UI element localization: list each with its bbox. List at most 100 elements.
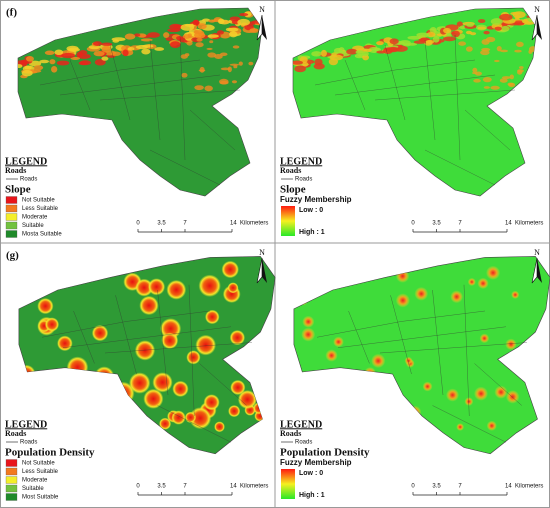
slope-patch — [363, 48, 372, 53]
density-hotspot — [254, 386, 269, 401]
slope-patch — [516, 41, 524, 47]
density-hotspot — [49, 404, 71, 427]
legend-layer: Population Density — [5, 447, 95, 459]
scale-label: 14 — [230, 221, 237, 227]
density-hotspot — [477, 277, 489, 289]
legend-swatch — [5, 230, 18, 238]
density-hotspot — [198, 274, 221, 297]
slope-patch — [229, 63, 240, 66]
slope-patch — [500, 25, 510, 32]
slope-patch — [122, 49, 129, 57]
slope-patch — [389, 38, 399, 45]
scale-label: 3.5 — [157, 484, 166, 490]
slope-patch — [77, 53, 91, 59]
density-hotspot — [486, 420, 497, 431]
density-hotspot — [445, 388, 460, 402]
slope-patch — [459, 25, 466, 30]
slope-patch — [477, 19, 486, 24]
slope-patch — [499, 78, 508, 83]
legend-sublayer: Fuzzy Membership — [280, 195, 352, 204]
density-hotspot — [189, 407, 212, 430]
density-hotspot — [214, 421, 225, 433]
north-arrow — [531, 257, 538, 284]
density-hotspot — [414, 286, 429, 301]
overlay — [18, 9, 262, 92]
slope-patch — [526, 14, 537, 19]
slope-patch — [229, 31, 238, 38]
scale-unit: Kilometers — [515, 221, 543, 227]
north-arrow — [537, 258, 542, 283]
roads — [41, 284, 253, 443]
slope-patch — [237, 18, 250, 26]
legend-heading: Roads — [5, 166, 26, 175]
density-hotspot — [516, 355, 532, 370]
legend-item: Most Suitable — [22, 495, 59, 501]
slope-patch — [167, 28, 181, 33]
density-hotspot — [147, 278, 166, 296]
slope-patch — [180, 54, 188, 59]
density-hotspot — [404, 356, 413, 365]
slope-patch — [206, 47, 213, 50]
density-hotspot — [240, 352, 252, 364]
slope-patch — [376, 50, 386, 54]
map — [18, 255, 276, 455]
legend-item: Less Suitable — [22, 469, 59, 475]
scale-label: 3.5 — [432, 484, 441, 490]
legend-heading: Roads — [280, 166, 301, 175]
slope-patch — [112, 39, 120, 43]
density-hotspot — [172, 380, 189, 397]
slope-patch — [147, 32, 160, 38]
slope-patch — [24, 65, 32, 70]
slope-patch — [483, 30, 490, 35]
density-hotspot — [511, 290, 520, 299]
legend-layer: Slope — [280, 184, 306, 196]
scale-label: 14 — [230, 484, 237, 490]
slope-patch — [508, 82, 516, 88]
density-hotspot — [333, 336, 344, 348]
density-hotspot — [54, 403, 70, 419]
slope-patch — [333, 47, 343, 54]
density-hotspot — [237, 390, 257, 410]
slope-patch — [376, 41, 384, 46]
slope-patch — [494, 26, 502, 31]
slope-patch — [18, 64, 23, 69]
density-hotspot — [456, 423, 465, 431]
slope-patch — [124, 33, 136, 40]
scale-label: 7 — [183, 221, 187, 227]
legend-low: Low : 0 — [299, 470, 323, 477]
slope-patch — [465, 30, 473, 35]
slope-patch — [196, 38, 203, 42]
slope-patch — [101, 56, 109, 61]
density-hotspot — [298, 371, 310, 383]
scale-unit: Kilometers — [515, 484, 543, 490]
slope-patch — [44, 50, 55, 56]
density-hotspot — [94, 366, 115, 387]
slope-patch — [101, 45, 112, 53]
slope-patch — [227, 66, 232, 73]
density-hotspot — [22, 292, 34, 304]
slope-patch — [94, 59, 106, 66]
slope-patch — [181, 72, 188, 78]
slope-patch — [101, 42, 113, 47]
slope-patch — [466, 23, 474, 27]
slope-patch — [192, 20, 200, 26]
slope-patch — [500, 49, 508, 53]
slope-patch — [413, 40, 427, 44]
scale-label: 14 — [505, 221, 512, 227]
density-hotspot — [166, 279, 187, 300]
slope-patch — [346, 48, 358, 55]
slope-patch — [528, 49, 533, 54]
density-hotspot — [505, 338, 517, 351]
roads — [39, 34, 241, 186]
slope-patch — [176, 36, 183, 41]
slope-patch — [494, 59, 500, 63]
density-hotspot — [464, 397, 474, 406]
density-hotspot — [143, 388, 164, 409]
density-hotspot — [325, 349, 338, 362]
legend-high: High : 1 — [299, 492, 325, 499]
density-hotspot — [422, 381, 433, 392]
slope-patch — [249, 28, 260, 34]
scale-label: 7 — [458, 221, 462, 227]
